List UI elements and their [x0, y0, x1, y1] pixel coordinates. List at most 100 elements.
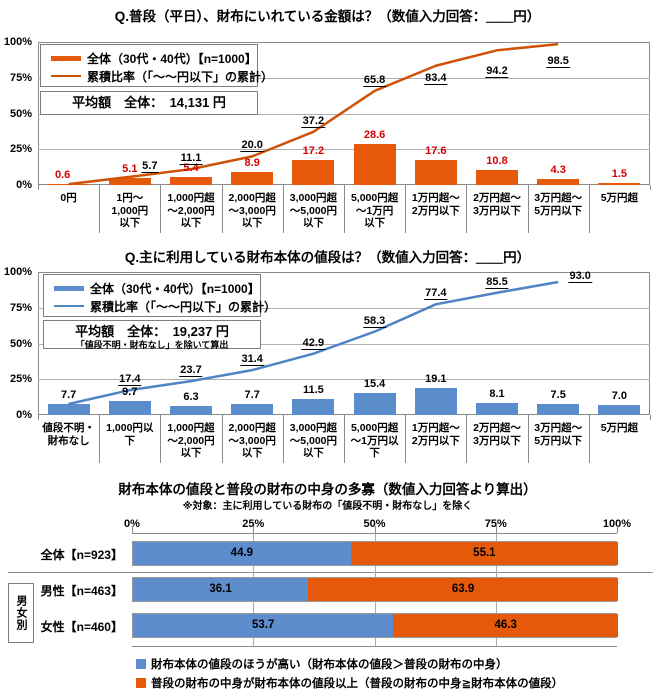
- axis-tick: [495, 526, 497, 533]
- category-separator: [405, 185, 407, 233]
- bar-track: 44.9 55.1: [132, 541, 618, 566]
- cumulative-value-label: 31.4: [240, 353, 264, 367]
- chart3-subtitle: ※対象：主に利用している財布の「値段不明・財布なし」を除く: [182, 501, 473, 512]
- y-axis-tick-label: 0%: [16, 179, 32, 191]
- bar-value-label: 8.9: [244, 157, 260, 170]
- x-axis-category-label: 1,000円超 ～2,000円 以下: [167, 192, 215, 229]
- category-separator: [221, 415, 223, 463]
- blue-segment: [133, 542, 351, 565]
- orange-segment: [350, 542, 618, 565]
- blue-series-swatch: [136, 659, 146, 669]
- bar: [476, 403, 518, 415]
- bar-value-label: 19.1: [425, 372, 447, 385]
- x-axis-tick-label: 50%: [363, 518, 386, 530]
- y-axis-tick-label: 75%: [9, 301, 32, 314]
- x-axis-category-label: 値段不明・ 財布なし: [42, 422, 95, 447]
- segment-value-label: 44.9: [230, 547, 254, 559]
- category-separator: [160, 415, 162, 463]
- cumulative-value-label: 83.4: [424, 71, 448, 85]
- x-axis-category-label: 1万円超～ 2万円以下: [411, 192, 460, 217]
- blue-segment: [133, 578, 309, 601]
- cumulative-value-label: 94.2: [485, 65, 509, 79]
- bar-value-label: 7.7: [60, 388, 77, 401]
- bar-value-label: 0.6: [54, 169, 71, 182]
- bar-track: 36.1 63.9: [132, 577, 618, 602]
- category-separator: [282, 415, 284, 463]
- chart1-average-box: 平均額 全体： 14,131 円: [40, 91, 258, 115]
- legend-item: 全体（30代・40代）【n=1000】: [54, 279, 260, 297]
- orange-segment: [308, 578, 618, 601]
- axis-tick: [38, 415, 39, 420]
- bar-value-label: 5.1: [122, 162, 138, 175]
- category-separator: [282, 185, 284, 233]
- cumulative-value-label: 11.1: [179, 152, 203, 166]
- segment-value-label: 46.3: [494, 619, 517, 631]
- chart3-title: 財布本体の値段と普段の財布の中身の多寡（数値入力回答より算出）: [118, 482, 537, 497]
- bar-series-swatch: [54, 285, 84, 291]
- bar: [414, 387, 457, 415]
- axis-tick: [650, 185, 651, 190]
- cumulative-value-label: 58.3: [362, 314, 387, 328]
- cumulative-value-label: 17.4: [118, 373, 142, 387]
- row-label: 女性【n=460】: [40, 620, 123, 634]
- bar: [537, 404, 580, 415]
- x-axis-category-label: 3,000円超 ～5,000円 以下: [289, 192, 338, 229]
- legend-label: 累積比率（「～～円以下」の累計）: [87, 69, 274, 84]
- cumulative-value-label: 65.8: [362, 73, 387, 87]
- x-axis-category-label: 3万円超～ 5万円以下: [534, 192, 583, 217]
- x-axis-tick-label: 100%: [602, 518, 632, 530]
- cumulative-value-label: 37.2: [301, 114, 326, 128]
- bar: [231, 403, 274, 415]
- bar: [414, 159, 457, 185]
- segment-value-label: 55.1: [473, 547, 496, 559]
- row-label: 全体【n=923】: [40, 548, 123, 562]
- cumulative-value-label: 85.5: [485, 275, 509, 289]
- legend-item: 累積比率（「～～円以下」の累計）: [54, 297, 276, 315]
- chart2-legend-box: 全体（30代・40代）【n=1000】 累積比率（「～～円以下」の累計）: [43, 274, 276, 317]
- legend-label: 全体（30代・40代）【n=1000】: [90, 281, 260, 296]
- bar-value-label: 7.5: [550, 389, 566, 402]
- segment-value-label: 63.9: [451, 583, 475, 595]
- x-axis-category-label: 0円: [60, 192, 77, 204]
- legend-label: 普段の財布の中身が財布本体の値段以上（普段の財布の中身≧財布本体の値段）: [151, 678, 564, 690]
- bar-value-label: 1.5: [611, 167, 628, 180]
- bar: [108, 401, 151, 415]
- x-axis-category-label: 1,000円超 ～2,000円 以下: [167, 422, 215, 459]
- top-axis-line: [132, 533, 617, 534]
- bottom-axis-line: [132, 646, 617, 647]
- bar: [598, 404, 641, 415]
- bar-value-label: 10.8: [486, 154, 508, 167]
- axis-tick: [374, 526, 376, 533]
- axis-tick: [38, 185, 39, 190]
- cumulative-value-label: 98.5: [546, 55, 570, 69]
- x-axis-category-label: 2万円超～ 3万円以下: [473, 192, 521, 217]
- cumulative-value-label: 42.9: [301, 336, 326, 350]
- gridline: [38, 149, 650, 151]
- cumulative-value-label: 77.4: [424, 287, 448, 301]
- category-separator: [344, 415, 345, 463]
- bar: [353, 144, 396, 185]
- x-axis-category-label: 1万円超～ 2万円以下: [411, 422, 460, 447]
- bar-value-label: 7.7: [244, 388, 260, 401]
- axis-tick: [650, 415, 651, 420]
- x-axis-category-label: 3,000円超 ～5,000円 以下: [289, 422, 338, 459]
- category-separator: [527, 185, 529, 233]
- cumulative-value-label: 20.0: [240, 139, 264, 153]
- chart1-legend-box: 全体（30代・40代）【n=1000】 累積比率（「～～円以下」の累計）: [40, 44, 273, 87]
- x-axis-category-label: 2,000円超 ～3,000円 以下: [228, 422, 276, 459]
- y-axis-tick-label: 50%: [9, 337, 32, 350]
- x-axis-category-label: 5,000円超 ～1万円 以下: [350, 192, 399, 229]
- x-axis-category-label: 3万円超～ 5万円以下: [534, 422, 583, 447]
- line-series-swatch: [54, 305, 84, 307]
- bar: [108, 177, 151, 185]
- orange-segment: [393, 614, 618, 637]
- category-separator: [405, 415, 407, 463]
- x-axis-category-label: 5万円超: [600, 192, 639, 204]
- bar: [537, 178, 580, 185]
- blue-segment: [133, 614, 394, 637]
- legend-label: 累積比率（「～～円以下」の累計）: [90, 299, 277, 314]
- bar-value-label: 4.3: [550, 163, 566, 176]
- axis-tick: [617, 526, 618, 533]
- average-amount-text: 平均額 全体： 14,131 円: [72, 95, 226, 110]
